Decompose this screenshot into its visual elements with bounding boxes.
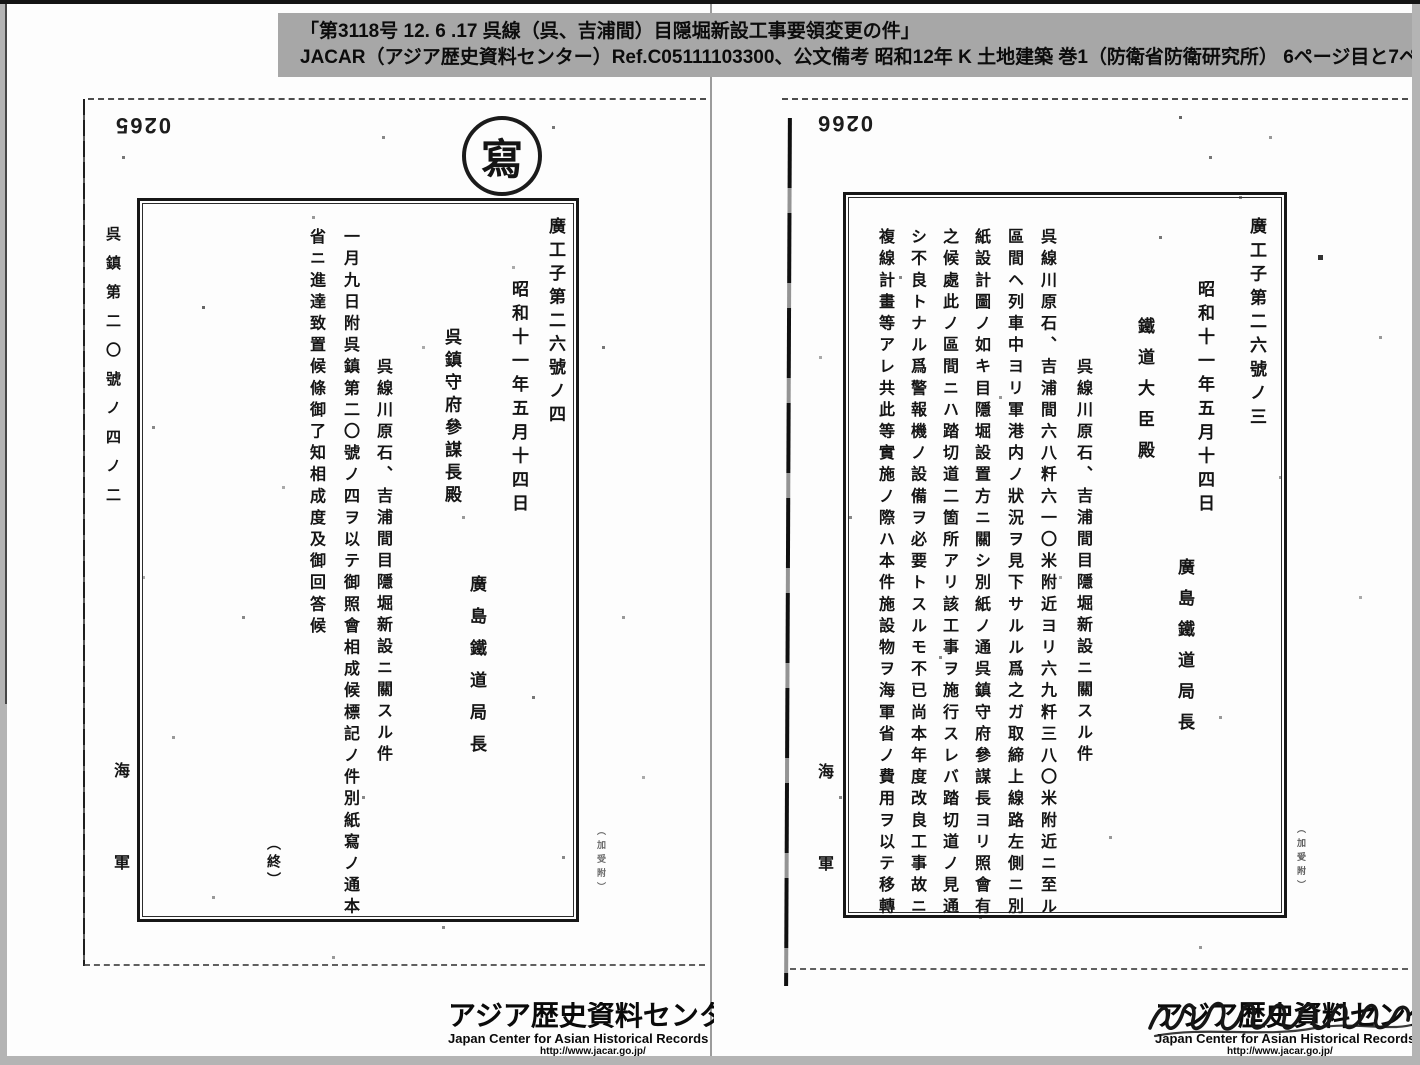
end-mark: （終） [265,836,280,890]
jacar-logo-japanese: アジア歴史資料センター [448,1002,714,1031]
body-column-5: シ不良トナル爲警報機ノ設備ヲ必要トスルモ不已尚本年度改良工事故ニ [908,228,925,920]
body-column-1: 呉線川原石、吉浦間六八粁六一〇米附近ヨリ六九粁三八〇米附近ニ至ル [1038,228,1055,920]
body-column-2: 省ニ進達致置候條御了知相成度及御回答候 [307,228,324,639]
date-column: 昭和十一年五月十四日 [509,280,528,518]
recipient-column: 鐵道大臣殿 [1135,317,1154,472]
viewer-edge-left-line [5,4,7,704]
margin-navy-label: 海軍 [815,763,832,947]
jacar-url: http://www.jacar.go.jp/ [540,1046,646,1057]
citation-title-line: 「第3118号 12. 6 .17 呉線（呉、吉浦間）目隠堀新設工事要領変更の件… [300,21,920,42]
scan-edge-bottom-left-page [84,964,705,966]
page-number-0266: 0266 [816,111,873,136]
binding-annotation-left: （加受附） [596,826,606,896]
document-frame-left [137,198,579,922]
doc-number-column: 廣工子第二六號ノ三 [1247,217,1266,432]
subject-column: 呉線川原石、吉浦間目隱堀新設ニ關スル件 [374,358,391,767]
margin-navy-label: 海軍 [111,762,128,946]
jacar-logo-english: Japan Center for Asian Historical Record… [448,1031,709,1046]
jacar-logo-left: アジア歴史資料センター Japan Center for Asian Histo… [448,1002,714,1060]
recipient-column: 呉鎮守府參謀長殿 [442,328,461,508]
copy-stamp-character: 寫 [480,137,523,184]
document-frame-right [843,192,1287,918]
scan-noise-right [760,97,761,98]
jacar-logo-english: Japan Center for Asian Historical Record… [1155,1031,1412,1046]
scan-edge-bottom-right-page [790,968,1408,970]
viewer-edge-right [1412,4,1420,1065]
viewer-edge-bottom [0,1056,1420,1065]
page-number-0265: 0265 [114,113,171,138]
body-column-1: 一月九日附呉鎮第二〇號ノ四ヲ以テ御照會相成候標記ノ件別紙寫ノ通本 [341,228,358,920]
scan-edge-top-right-page [782,98,1408,100]
scan-edge-left-left-page [83,99,85,966]
binding-annotation-right: （加受附） [1296,824,1306,894]
handwritten-watermark [1148,1001,1417,1038]
scan-edge-left-right-page [784,117,792,987]
scan-edge-top-left-page [88,98,706,100]
subject-column: 呉線川原石、吉浦間目隱堀新設ニ關スル件 [1074,358,1091,767]
sender-column: 廣島鐵道局長 [467,575,486,767]
date-column: 昭和十一年五月十四日 [1195,280,1214,518]
margin-reference-number: 呉鎮第二〇號ノ四ノ二 [104,226,120,516]
scan-noise-left [83,97,84,98]
body-column-6: 複線計畫等アレ共此等實施ノ際ハ本件施設物ヲ海軍省ノ費用ヲ以テ移轉 [876,228,893,920]
citation-header: 「第3118号 12. 6 .17 呉線（呉、吉浦間）目隠堀新設工事要領変更の件… [278,13,1412,77]
viewer-top-border [0,0,1420,4]
sender-column: 廣島鐵道局長 [1175,558,1194,744]
body-column-2: 區間ヘ列車中ヨリ軍港内ノ狀況ヲ見下サルル爲之ガ取締上線路左側ニ別 [1005,228,1022,920]
body-column-4: 之候處此ノ區間ニハ踏切道二箇所アリ該工事ヲ施行スレバ踏切道ノ見通 [940,228,957,920]
doc-number-column: 廣工子第二六號ノ四 [546,217,565,429]
copy-stamp: 寫 [462,116,542,196]
jacar-url: http://www.jacar.go.jp/ [1227,1046,1333,1057]
citation-reference-line: JACAR（アジア歴史資料センター）Ref.C05111103300、公文備考 … [300,47,1412,68]
body-column-3: 紙設計圖ノ如キ目隱堀設置方ニ關シ別紙ノ通呉鎮守府參謀長ヨリ照會有 [972,228,989,920]
viewer-edge-left [0,4,7,1065]
page-divider-line [710,4,712,1056]
